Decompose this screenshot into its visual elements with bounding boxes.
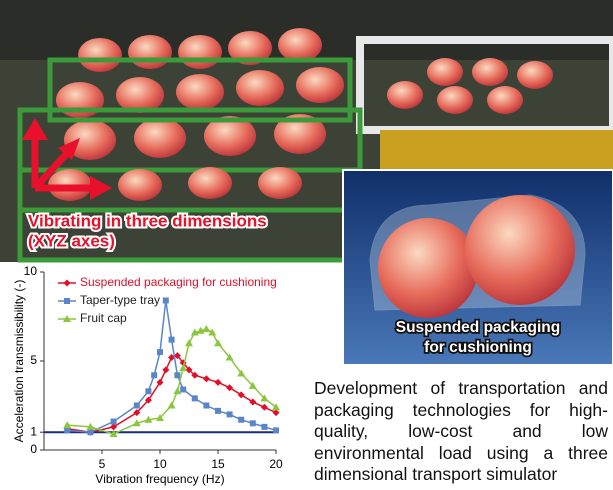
photo-inset — [342, 169, 613, 366]
legend-marker — [63, 315, 71, 322]
marker — [173, 352, 181, 360]
marker — [214, 339, 222, 347]
legend-marker — [63, 279, 71, 287]
inset-label: Suspended packaging — [396, 319, 561, 336]
marker — [272, 409, 280, 417]
marker — [133, 409, 141, 417]
inset-label: for cushioning — [424, 339, 532, 356]
y-tick-label: 1 — [30, 424, 37, 438]
marker — [64, 427, 71, 434]
marker — [190, 328, 199, 336]
marker — [179, 364, 188, 372]
legend-marker — [64, 298, 70, 304]
marker — [144, 396, 152, 404]
marker — [238, 416, 245, 423]
marker — [144, 415, 153, 423]
marker — [87, 429, 94, 436]
marker — [202, 324, 211, 332]
marker — [249, 398, 257, 406]
marker — [167, 401, 176, 409]
series-line — [67, 328, 277, 435]
marker — [63, 421, 72, 429]
marker — [185, 366, 193, 374]
marker — [162, 366, 170, 374]
marker — [273, 427, 279, 434]
marker — [196, 326, 205, 334]
marker — [162, 297, 169, 304]
marker — [191, 395, 198, 402]
photo-crates — [0, 0, 613, 263]
marker — [156, 378, 164, 386]
marker — [191, 371, 199, 379]
x-tick-label: 10 — [153, 457, 167, 471]
marker — [248, 381, 257, 389]
marker — [110, 423, 118, 431]
marker — [168, 353, 176, 361]
marker — [133, 402, 140, 409]
marker — [109, 429, 118, 437]
marker — [180, 386, 187, 393]
marker — [272, 403, 280, 411]
marker — [86, 422, 95, 430]
marker — [260, 394, 269, 402]
marker — [174, 372, 181, 379]
photo-label: (XYZ axes) — [28, 231, 115, 250]
marker — [226, 411, 233, 418]
marker — [132, 419, 141, 427]
marker — [156, 413, 164, 421]
marker — [145, 388, 152, 395]
marker — [215, 407, 221, 414]
marker — [237, 369, 246, 377]
marker — [226, 384, 234, 392]
marker — [185, 339, 193, 347]
y-tick-label: 5 — [30, 353, 37, 367]
marker — [260, 403, 268, 411]
x-tick-label: 15 — [211, 457, 225, 471]
legend-label: Fruit cap — [80, 311, 127, 325]
marker — [261, 423, 268, 430]
marker — [157, 349, 163, 356]
marker — [208, 328, 217, 336]
y-tick-label: 0 — [30, 442, 37, 456]
y-axis-title: Acceleration transmissibility (-) — [12, 280, 26, 443]
legend-label: Taper-type tray — [80, 293, 160, 307]
marker — [168, 336, 175, 343]
marker — [173, 387, 182, 395]
y-tick-label: 10 — [24, 264, 38, 278]
marker — [214, 378, 222, 386]
x-tick-label: 5 — [99, 457, 106, 471]
x-axis-title: Vibration frequency (Hz) — [95, 472, 224, 486]
marker — [249, 420, 256, 427]
marker — [225, 353, 234, 361]
photo-label: Vibrating in three dimensions — [28, 211, 267, 230]
marker — [203, 402, 210, 409]
caption: Development of transportation and packag… — [314, 378, 608, 484]
marker — [151, 372, 158, 379]
marker — [202, 375, 210, 383]
marker — [237, 391, 245, 399]
x-tick-label: 20 — [269, 457, 283, 471]
legend-label: Suspended packaging for cushioning — [80, 275, 277, 289]
marker — [110, 418, 117, 425]
